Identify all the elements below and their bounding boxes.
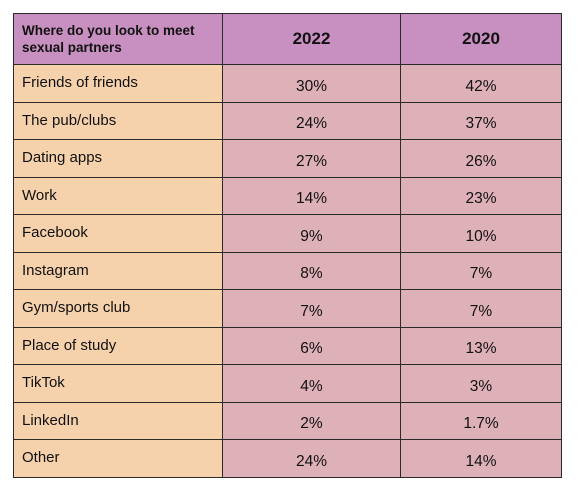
table-body: Friends of friends 30% 42% The pub/clubs 24%… [13, 64, 562, 478]
category-cell: TikTok [13, 364, 223, 403]
value-cell-2022: 7% [222, 289, 401, 328]
table-row: Work 14% 23% [13, 176, 562, 215]
table-row: Dating apps 27% 26% [13, 139, 562, 178]
value-cell-2022: 9% [222, 214, 401, 253]
category-cell: Facebook [13, 214, 223, 253]
column-header-2022: 2022 [222, 13, 401, 65]
table-row: LinkedIn 2% 1.7% [13, 401, 562, 440]
value-cell-2020: 14% [400, 439, 562, 478]
category-cell: Other [13, 439, 223, 478]
column-header-category: Where do you look to meet sexual partner… [13, 13, 223, 65]
value-cell-2022: 30% [222, 64, 401, 103]
value-cell-2020: 42% [400, 64, 562, 103]
value-cell-2020: 10% [400, 214, 562, 253]
table-row: Gym/sports club 7% 7% [13, 289, 562, 328]
value-cell-2020: 7% [400, 289, 562, 328]
value-cell-2020: 1.7% [400, 401, 562, 440]
table-row: Other 24% 14% [13, 439, 562, 478]
value-cell-2022: 8% [222, 251, 401, 290]
value-cell-2020: 23% [400, 176, 562, 215]
category-cell: Instagram [13, 251, 223, 290]
header-row: Where do you look to meet sexual partner… [13, 13, 562, 65]
value-cell-2022: 4% [222, 364, 401, 403]
table-row: Place of study 6% 13% [13, 326, 562, 365]
table-row: TikTok 4% 3% [13, 364, 562, 403]
value-cell-2022: 14% [222, 176, 401, 215]
category-cell: Dating apps [13, 139, 223, 178]
category-cell: Place of study [13, 326, 223, 365]
category-cell: Friends of friends [13, 64, 223, 103]
value-cell-2022: 6% [222, 326, 401, 365]
value-cell-2020: 13% [400, 326, 562, 365]
value-cell-2020: 3% [400, 364, 562, 403]
category-cell: Gym/sports club [13, 289, 223, 328]
column-header-2020: 2020 [400, 13, 562, 65]
value-cell-2022: 24% [222, 101, 401, 140]
data-table: Where do you look to meet sexual partner… [13, 13, 562, 478]
value-cell-2020: 37% [400, 101, 562, 140]
value-cell-2022: 24% [222, 439, 401, 478]
value-cell-2022: 2% [222, 401, 401, 440]
category-cell: The pub/clubs [13, 101, 223, 140]
category-cell: LinkedIn [13, 401, 223, 440]
table-row: Facebook 9% 10% [13, 214, 562, 253]
table-row: Instagram 8% 7% [13, 251, 562, 290]
table-row: Friends of friends 30% 42% [13, 64, 562, 103]
category-cell: Work [13, 176, 223, 215]
value-cell-2022: 27% [222, 139, 401, 178]
value-cell-2020: 7% [400, 251, 562, 290]
value-cell-2020: 26% [400, 139, 562, 178]
table-row: The pub/clubs 24% 37% [13, 101, 562, 140]
